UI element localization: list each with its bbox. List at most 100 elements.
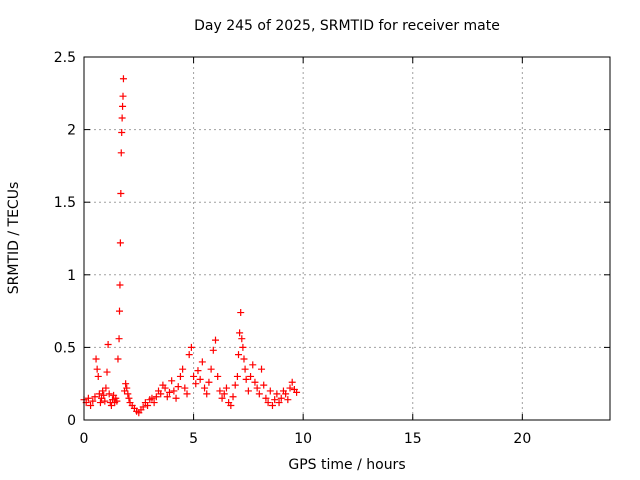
data-point	[266, 387, 274, 395]
data-point	[170, 387, 178, 395]
data-point	[123, 384, 131, 392]
data-point	[236, 329, 244, 337]
axis-ticks: 0 0.5 1 1.5 2 2.5 0 5 10 15 20	[54, 50, 610, 447]
data-point	[293, 388, 301, 396]
data-point	[216, 387, 224, 395]
data-point	[238, 335, 246, 343]
data-point	[114, 355, 122, 363]
data-point	[91, 393, 99, 401]
data-point	[115, 335, 123, 343]
data-point	[247, 372, 255, 380]
data-point	[116, 307, 124, 315]
y-tick-label: 1	[67, 268, 76, 284]
x-tick-label: 20	[513, 431, 531, 447]
y-tick-label: 2.5	[54, 50, 76, 66]
data-point	[163, 393, 171, 401]
y-tick-label: 1.5	[54, 195, 76, 211]
data-point	[92, 355, 100, 363]
data-point	[207, 365, 215, 373]
data-point	[271, 396, 279, 404]
x-tick-label: 5	[189, 431, 198, 447]
data-point	[249, 361, 257, 369]
data-point	[139, 403, 147, 411]
data-point	[233, 372, 241, 380]
data-point	[251, 378, 259, 386]
data-point	[231, 381, 239, 389]
data-point	[172, 394, 180, 402]
data-point	[288, 378, 296, 386]
plot-frame	[83, 56, 611, 421]
data-point	[119, 102, 127, 110]
data-point	[282, 390, 290, 398]
y-tick-label: 0	[67, 413, 76, 429]
data-point	[190, 372, 198, 380]
data-point	[122, 380, 130, 388]
y-tick-label: 0.5	[54, 340, 76, 356]
data-point	[284, 396, 292, 404]
chart-title: Day 245 of 2025, SRMTID for receiver mat…	[194, 18, 500, 34]
data-point	[84, 394, 92, 402]
data-point	[157, 390, 165, 398]
data-point	[118, 129, 126, 137]
data-point	[203, 390, 211, 398]
data-point	[183, 390, 191, 398]
data-point	[152, 393, 160, 401]
data-point	[273, 390, 281, 398]
data-point	[94, 372, 102, 380]
data-point	[116, 281, 124, 289]
data-point	[119, 75, 127, 83]
data-point	[241, 365, 249, 373]
x-tick-label: 10	[294, 431, 312, 447]
data-point	[181, 384, 189, 392]
data-point	[174, 383, 182, 391]
data-point	[268, 401, 276, 409]
data-point	[100, 391, 108, 399]
data-points	[80, 75, 301, 417]
grid-lines	[84, 57, 610, 420]
data-point	[253, 384, 261, 392]
data-point	[196, 375, 204, 383]
data-point	[260, 381, 268, 389]
data-point	[286, 384, 294, 392]
x-tick-label: 15	[404, 431, 422, 447]
data-point	[119, 92, 127, 100]
data-point	[101, 397, 109, 405]
data-point	[258, 365, 266, 373]
data-point	[235, 351, 243, 359]
data-point	[212, 336, 219, 344]
data-point	[275, 399, 283, 407]
data-point	[102, 384, 110, 392]
data-point	[244, 387, 252, 395]
data-point	[205, 378, 213, 386]
data-point	[255, 390, 263, 398]
data-point	[240, 355, 248, 363]
data-point	[242, 375, 250, 383]
data-point	[277, 394, 285, 402]
data-point	[222, 384, 230, 392]
data-point	[209, 346, 217, 354]
data-point	[148, 394, 156, 402]
data-point	[113, 397, 121, 405]
data-point	[87, 401, 95, 409]
data-point	[239, 343, 247, 351]
data-point	[264, 399, 272, 407]
data-point	[117, 149, 125, 157]
data-point	[165, 388, 173, 396]
data-point	[96, 399, 104, 407]
data-point	[201, 384, 209, 392]
data-point	[125, 394, 133, 402]
data-point	[220, 390, 228, 398]
data-point	[179, 365, 187, 373]
data-point	[104, 340, 112, 348]
data-point	[214, 372, 222, 380]
data-point	[103, 368, 111, 376]
data-point	[89, 397, 97, 405]
data-point	[161, 384, 169, 392]
data-point	[192, 380, 200, 388]
y-tick-label: 2	[67, 123, 76, 139]
data-point	[185, 351, 193, 359]
x-tick-label: 0	[80, 431, 89, 447]
data-point	[144, 401, 152, 409]
data-point	[150, 399, 158, 407]
